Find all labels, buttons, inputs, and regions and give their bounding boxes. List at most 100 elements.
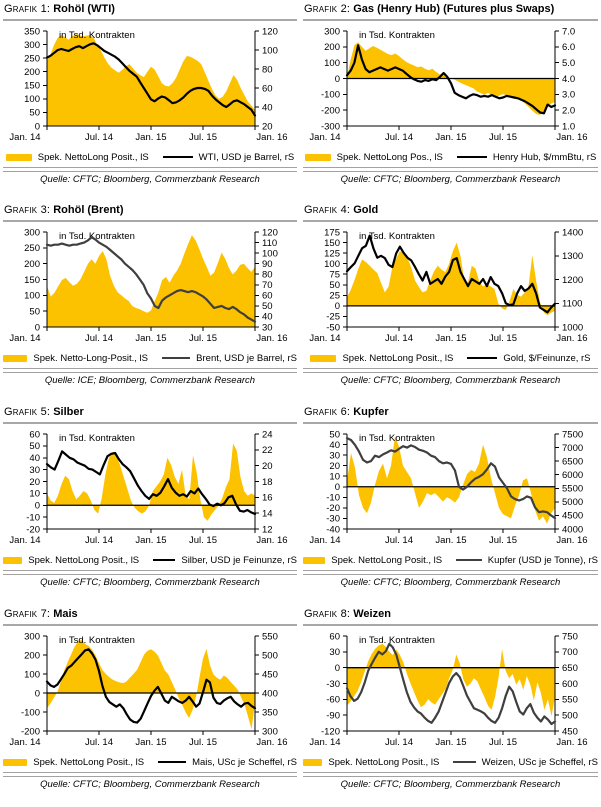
- left-tick-label: 300: [324, 26, 340, 37]
- source-note: Quelle: CFTC; Bloomberg, Commerzbank Res…: [340, 375, 561, 386]
- right-tick-label: 50: [262, 301, 273, 312]
- legend-area-swatch: [304, 153, 331, 161]
- x-tick-label: Jul. 15: [189, 333, 217, 344]
- right-tick-label: 350: [262, 707, 278, 718]
- x-tick-label: Jul. 14: [385, 333, 413, 344]
- chart-title: Grafik 7: Mais: [3, 605, 297, 622]
- area-series: [47, 34, 255, 126]
- left-tick-label: -20: [26, 524, 40, 535]
- chart-block-6: Grafik 6: Kupfer -40 -30 -20 -10 0 10 20 30 40 50…: [300, 403, 601, 605]
- legend-area-swatch: [3, 556, 23, 564]
- chart-name: Rohöl (Brent): [53, 204, 124, 216]
- right-tick-label: 16: [262, 493, 273, 504]
- price-line: [345, 44, 557, 115]
- right-tick-label: 700: [562, 647, 578, 658]
- area-series: [347, 436, 555, 524]
- units-annotation: in Tsd. Kontrakten: [59, 231, 135, 242]
- right-tick-label: 60: [262, 83, 273, 94]
- x-tick-label: Jan. 14: [309, 333, 340, 344]
- left-tick-label: -10: [26, 512, 40, 523]
- x-tick-label: Jul. 14: [85, 333, 113, 344]
- price-line: [45, 42, 257, 117]
- price-line: [345, 234, 557, 314]
- right-tick-label: 100: [262, 248, 278, 259]
- right-tick-label: 20: [262, 461, 273, 472]
- legend-line-swatch: [162, 356, 191, 360]
- left-tick-label: -20: [326, 503, 340, 514]
- legend-rule: [3, 167, 297, 172]
- legend-rule: [3, 570, 297, 575]
- right-tick-label: 1100: [562, 299, 582, 310]
- legend: Spek. NettoLong Posit., lS Weizen, USc j…: [303, 755, 598, 769]
- legend-line-swatch: [467, 356, 498, 360]
- left-tick-label: 250: [24, 243, 40, 254]
- title-rule: [3, 19, 297, 21]
- chart-name: Gas (Henry Hub) (Futures plus Swaps): [353, 3, 555, 15]
- left-tick-label: 100: [324, 259, 340, 270]
- x-tick-label: Jul. 15: [489, 333, 517, 344]
- x-tick-label: Jan. 14: [9, 333, 40, 344]
- right-tick-label: 20: [262, 121, 273, 132]
- x-tick-label: Jan. 15: [435, 333, 466, 344]
- chart-block-2: Grafik 2: Gas (Henry Hub) (Futures plus …: [300, 0, 601, 201]
- area-series: [47, 235, 255, 327]
- legend-area-label: Spek. NettoLong Posit., lS: [342, 352, 454, 364]
- legend-rule: [3, 772, 297, 777]
- legend-line-label: Brent, USD je Barrel, rS: [196, 352, 297, 364]
- right-tick-label: 5000: [562, 497, 583, 508]
- plot-area: -120 -90 -60 -30 0 30 60 450 500 550 600 650 700 750 J…: [309, 631, 587, 748]
- legend-line-swatch: [453, 760, 476, 764]
- source-note: Quelle: CFTC; Bloomberg, Commerzbank Res…: [40, 174, 260, 185]
- right-tick-label: 2.0: [562, 105, 575, 116]
- right-tick-label: 6000: [562, 470, 583, 481]
- x-tick-label: Jul. 15: [189, 132, 217, 143]
- left-tick-label: -120: [321, 726, 340, 737]
- right-tick-label: 600: [562, 679, 578, 690]
- right-tick-label: 80: [262, 64, 273, 75]
- chart-name: Silber: [53, 406, 84, 418]
- x-tick-label: Jul. 14: [85, 535, 113, 546]
- right-tick-label: 4500: [562, 511, 583, 522]
- left-tick-label: -90: [326, 710, 340, 721]
- left-tick-label: 0: [35, 501, 40, 512]
- x-tick-label: Jan. 16: [256, 737, 287, 748]
- x-tick-label: Jan. 14: [9, 737, 40, 748]
- x-tick-label: Jan. 14: [309, 737, 340, 748]
- units-annotation: in Tsd. Kontrakten: [359, 433, 435, 444]
- left-tick-label: 50: [329, 280, 340, 291]
- right-tick-label: 550: [562, 695, 578, 706]
- right-tick-label: 6500: [562, 456, 583, 467]
- right-tick-label: 6.0: [562, 42, 575, 53]
- left-tick-label: 10: [29, 489, 40, 500]
- legend-area-swatch: [310, 354, 337, 362]
- price-line: [45, 236, 257, 323]
- chart-number-label: Grafik 1:: [4, 3, 51, 15]
- left-tick-label: 200: [24, 259, 40, 270]
- x-tick-label: Jan. 15: [435, 132, 466, 143]
- right-tick-label: 1200: [562, 275, 583, 286]
- x-tick-label: Jan. 16: [256, 535, 287, 546]
- x-tick-label: Jan. 15: [435, 535, 466, 546]
- chart-title: Grafik 3: Rohöl (Brent): [3, 201, 297, 218]
- left-tick-label: 100: [24, 669, 40, 680]
- legend-rule: [303, 368, 598, 373]
- title-rule: [3, 624, 297, 626]
- left-tick-label: 300: [24, 227, 40, 238]
- price-line: [45, 648, 257, 724]
- x-tick-label: Jan. 16: [556, 535, 587, 546]
- left-tick-label: 0: [35, 688, 40, 699]
- left-tick-label: 300: [24, 631, 40, 642]
- left-tick-label: -100: [21, 707, 40, 718]
- right-tick-label: 7000: [562, 443, 583, 454]
- x-tick-label: Jul. 14: [385, 535, 413, 546]
- x-tick-label: Jul. 15: [489, 737, 517, 748]
- legend-line-label: Weizen, USc je Scheffel, rS: [481, 756, 598, 768]
- plot-area: -300 -200 -100 0 100 200 300 1.0 2.0 3.0 4.0 5.0 6.0…: [309, 26, 587, 143]
- left-tick-label: 150: [324, 238, 340, 249]
- title-rule: [303, 624, 598, 626]
- left-tick-label: 200: [24, 67, 40, 78]
- source-note: Quelle: CFTC; Bloomberg, Commerzbank Res…: [340, 174, 561, 185]
- left-tick-label: 200: [24, 650, 40, 661]
- left-tick-label: 50: [29, 441, 40, 452]
